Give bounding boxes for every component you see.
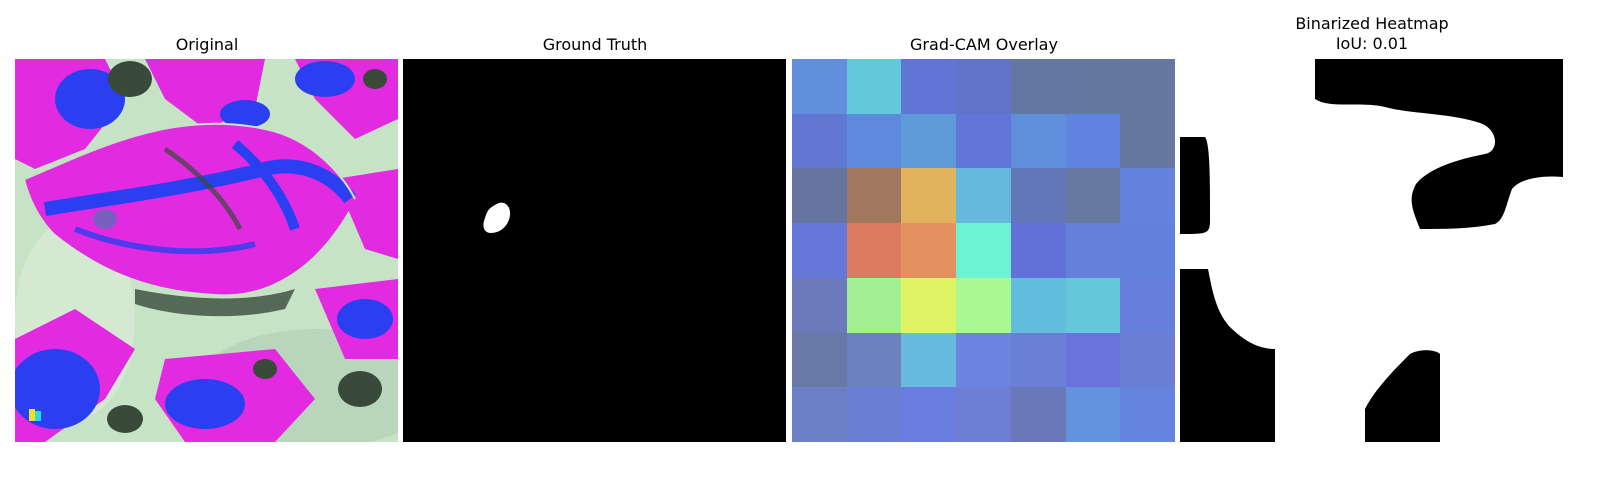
gradcam-cell: [1065, 332, 1121, 388]
gradcam-cell: [1120, 223, 1175, 278]
gradcam-cell: [1120, 277, 1175, 333]
gradcam-cell: [846, 387, 902, 442]
iou-label: IoU: 0.01: [1335, 34, 1409, 53]
gradcam-cell: [1065, 223, 1121, 278]
binarized-title: Binarized Heatmap: [1295, 14, 1449, 33]
gradcam-cell: [956, 387, 1011, 442]
gradcam-cell: [956, 59, 1011, 114]
ground-truth-panel: Ground Truth: [403, 0, 787, 500]
ground-truth-region: [483, 202, 511, 233]
gradcam-title: Grad-CAM Overlay: [910, 35, 1058, 54]
gradcam-cell: [901, 277, 957, 333]
gradcam-cell: [956, 223, 1011, 278]
gradcam-cell: [792, 168, 847, 224]
gradcam-cell: [792, 113, 847, 169]
gradcam-cell: [1120, 387, 1175, 442]
gradcam-cell: [956, 113, 1011, 169]
gradcam-cell: [956, 277, 1011, 333]
gradcam-cell: [846, 59, 902, 114]
gradcam-cell: [901, 168, 957, 224]
gradcam-cell: [956, 332, 1011, 388]
gradcam-cell: [1010, 59, 1066, 114]
gradcam-cell: [956, 168, 1011, 224]
gradcam-cell: [1010, 332, 1066, 388]
gradcam-cell: [846, 223, 902, 278]
gradcam-cell: [846, 168, 902, 224]
gradcam-cell: [792, 332, 847, 388]
binarized-heatmap: [1180, 59, 1563, 442]
gradcam-panel: Grad-CAM Overlay: [792, 0, 1176, 500]
gradcam-overlay: [792, 59, 1175, 442]
ground-truth-mask: [403, 59, 786, 442]
gradcam-cell: [1010, 387, 1066, 442]
gradcam-cell: [901, 332, 957, 388]
gradcam-cell: [1120, 113, 1175, 169]
gradcam-cell: [792, 59, 847, 114]
gradcam-cell: [792, 277, 847, 333]
gradcam-cell: [1065, 277, 1121, 333]
ground-truth-mask-graphic: [403, 59, 786, 442]
gradcam-cell: [1010, 223, 1066, 278]
gradcam-cell: [1120, 59, 1175, 114]
gradcam-cell: [1065, 387, 1121, 442]
gradcam-cell: [1065, 168, 1121, 224]
gradcam-cell: [846, 332, 902, 388]
gradcam-grid: [792, 59, 1175, 442]
gradcam-cell: [1120, 168, 1175, 224]
gradcam-cell: [1010, 113, 1066, 169]
binarized-panel: Binarized Heatmap IoU: 0.01: [1180, 0, 1564, 500]
binarized-heatmap-graphic: [1180, 59, 1563, 442]
original-image-graphic: [15, 59, 398, 442]
gradcam-cell: [846, 277, 902, 333]
gradcam-cell: [1065, 59, 1121, 114]
original-image: [15, 59, 398, 442]
gradcam-cell: [792, 223, 847, 278]
ground-truth-title: Ground Truth: [542, 35, 648, 54]
gradcam-cell: [1010, 168, 1066, 224]
gradcam-cell: [1010, 277, 1066, 333]
gradcam-cell: [901, 223, 957, 278]
gradcam-cell: [901, 113, 957, 169]
gradcam-cell: [1120, 332, 1175, 388]
gradcam-cell: [901, 387, 957, 442]
gradcam-cell: [901, 59, 957, 114]
gradcam-cell: [1065, 113, 1121, 169]
gradcam-cell: [792, 387, 847, 442]
gradcam-cell: [846, 113, 902, 169]
original-panel: Original: [15, 0, 399, 500]
original-title: Original: [175, 35, 239, 54]
